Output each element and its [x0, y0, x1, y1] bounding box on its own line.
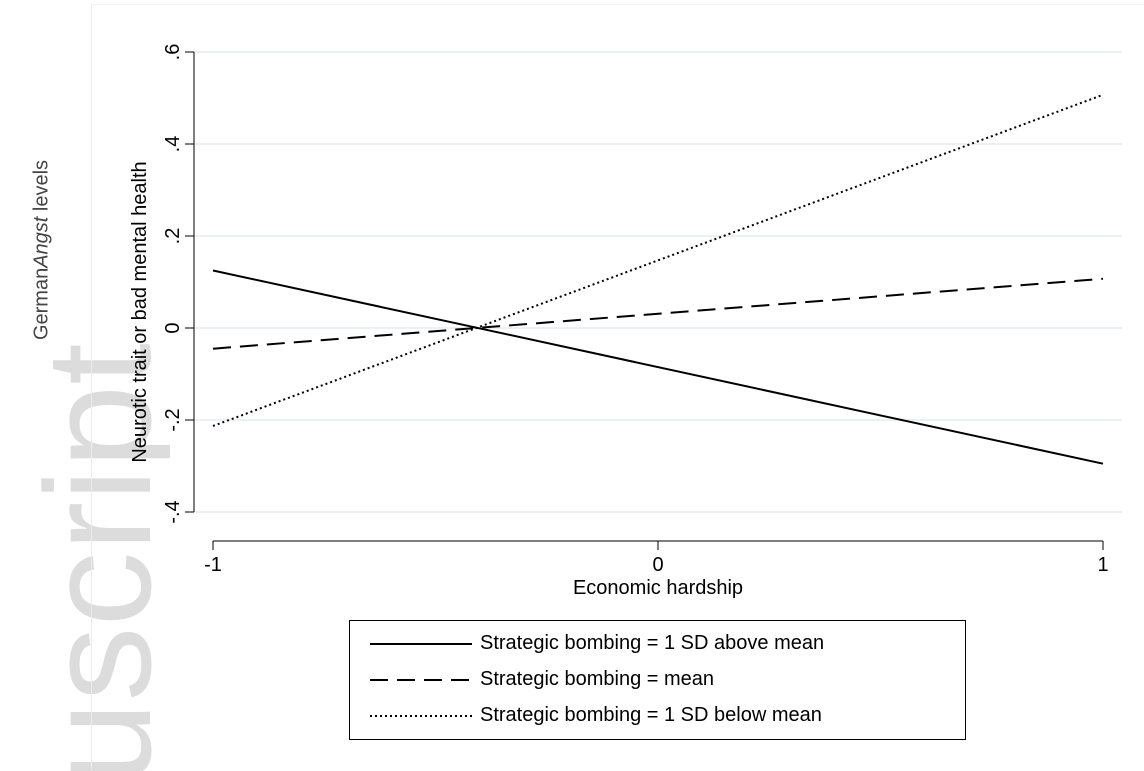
series-line-dashed: [212, 277, 1104, 350]
frame-border-left: [91, 4, 92, 770]
legend-swatch-dashed: [370, 679, 472, 681]
y-axis-title: Neurotic trait or bad mental health: [129, 161, 151, 462]
legend: Strategic bombing = 1 SD above mean Stra…: [349, 620, 966, 740]
x-tick-label-0: -1: [204, 554, 222, 576]
y-tick-label-4: .4: [162, 136, 184, 153]
legend-item-mean: Strategic bombing = mean: [350, 665, 965, 695]
series-line-dotted: [212, 93, 1104, 427]
y-tick-label-0: -.4: [162, 500, 184, 523]
legend-item-below-mean: Strategic bombing = 1 SD below mean: [350, 701, 965, 731]
x-tick-label-1: 0: [652, 554, 663, 576]
legend-label-above-mean: Strategic bombing = 1 SD above mean: [480, 632, 825, 654]
legend-label-mean: Strategic bombing = mean: [480, 668, 715, 690]
y-tick-label-5: .6: [162, 44, 184, 61]
series-line-solid: [212, 269, 1104, 465]
legend-swatch-solid: [370, 643, 472, 645]
frame-border-top: [91, 4, 1144, 5]
x-tick-label-2: 1: [1097, 554, 1108, 576]
y-tick-label-3: .2: [162, 228, 184, 245]
y-tick-label-2: 0: [162, 322, 184, 333]
legend-item-above-mean: Strategic bombing = 1 SD above mean: [350, 629, 965, 659]
legend-swatch-dotted: [370, 715, 472, 717]
x-axis-title: Economic hardship: [573, 577, 743, 599]
y-tick-label-1: -.2: [162, 408, 184, 431]
legend-label-below-mean: Strategic bombing = 1 SD below mean: [480, 704, 822, 726]
